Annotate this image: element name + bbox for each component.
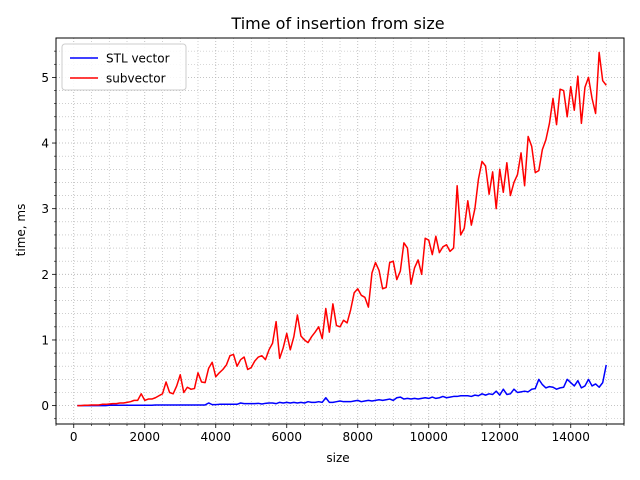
series-layer — [77, 51, 607, 407]
chart-title: Time of insertion from size — [230, 14, 444, 33]
y-tick-label: 0 — [41, 399, 49, 413]
x-tick-label: 8000 — [342, 430, 373, 444]
x-axis-label: size — [326, 451, 349, 465]
legend-entry-1: subvector — [106, 72, 166, 86]
y-tick-label: 5 — [41, 71, 49, 85]
y-axis-label: time, ms — [14, 204, 28, 257]
y-tick-label: 3 — [41, 202, 49, 216]
legend: STL vector subvector — [61, 43, 187, 91]
series-line-0 — [77, 364, 607, 407]
x-tick-label: 14000 — [552, 430, 590, 444]
y-axis-ticks: 0 1 2 3 4 5 — [41, 50, 56, 420]
x-tick-label: 10000 — [410, 430, 448, 444]
major-gridlines — [56, 38, 624, 424]
minor-gridlines — [55, 38, 625, 424]
x-tick-label: 12000 — [481, 430, 519, 444]
x-tick-label: 6000 — [271, 430, 302, 444]
series-line-1 — [77, 51, 607, 407]
legend-entry-0: STL vector — [106, 52, 170, 66]
x-axis-ticks: 0 2000 4000 6000 8000 10000 12000 14000 — [55, 424, 625, 444]
x-tick-label: 0 — [70, 430, 78, 444]
y-tick-label: 2 — [41, 268, 49, 282]
x-tick-label: 2000 — [129, 430, 160, 444]
y-tick-label: 1 — [41, 333, 49, 347]
y-tick-label: 4 — [41, 137, 49, 151]
x-tick-label: 4000 — [200, 430, 231, 444]
